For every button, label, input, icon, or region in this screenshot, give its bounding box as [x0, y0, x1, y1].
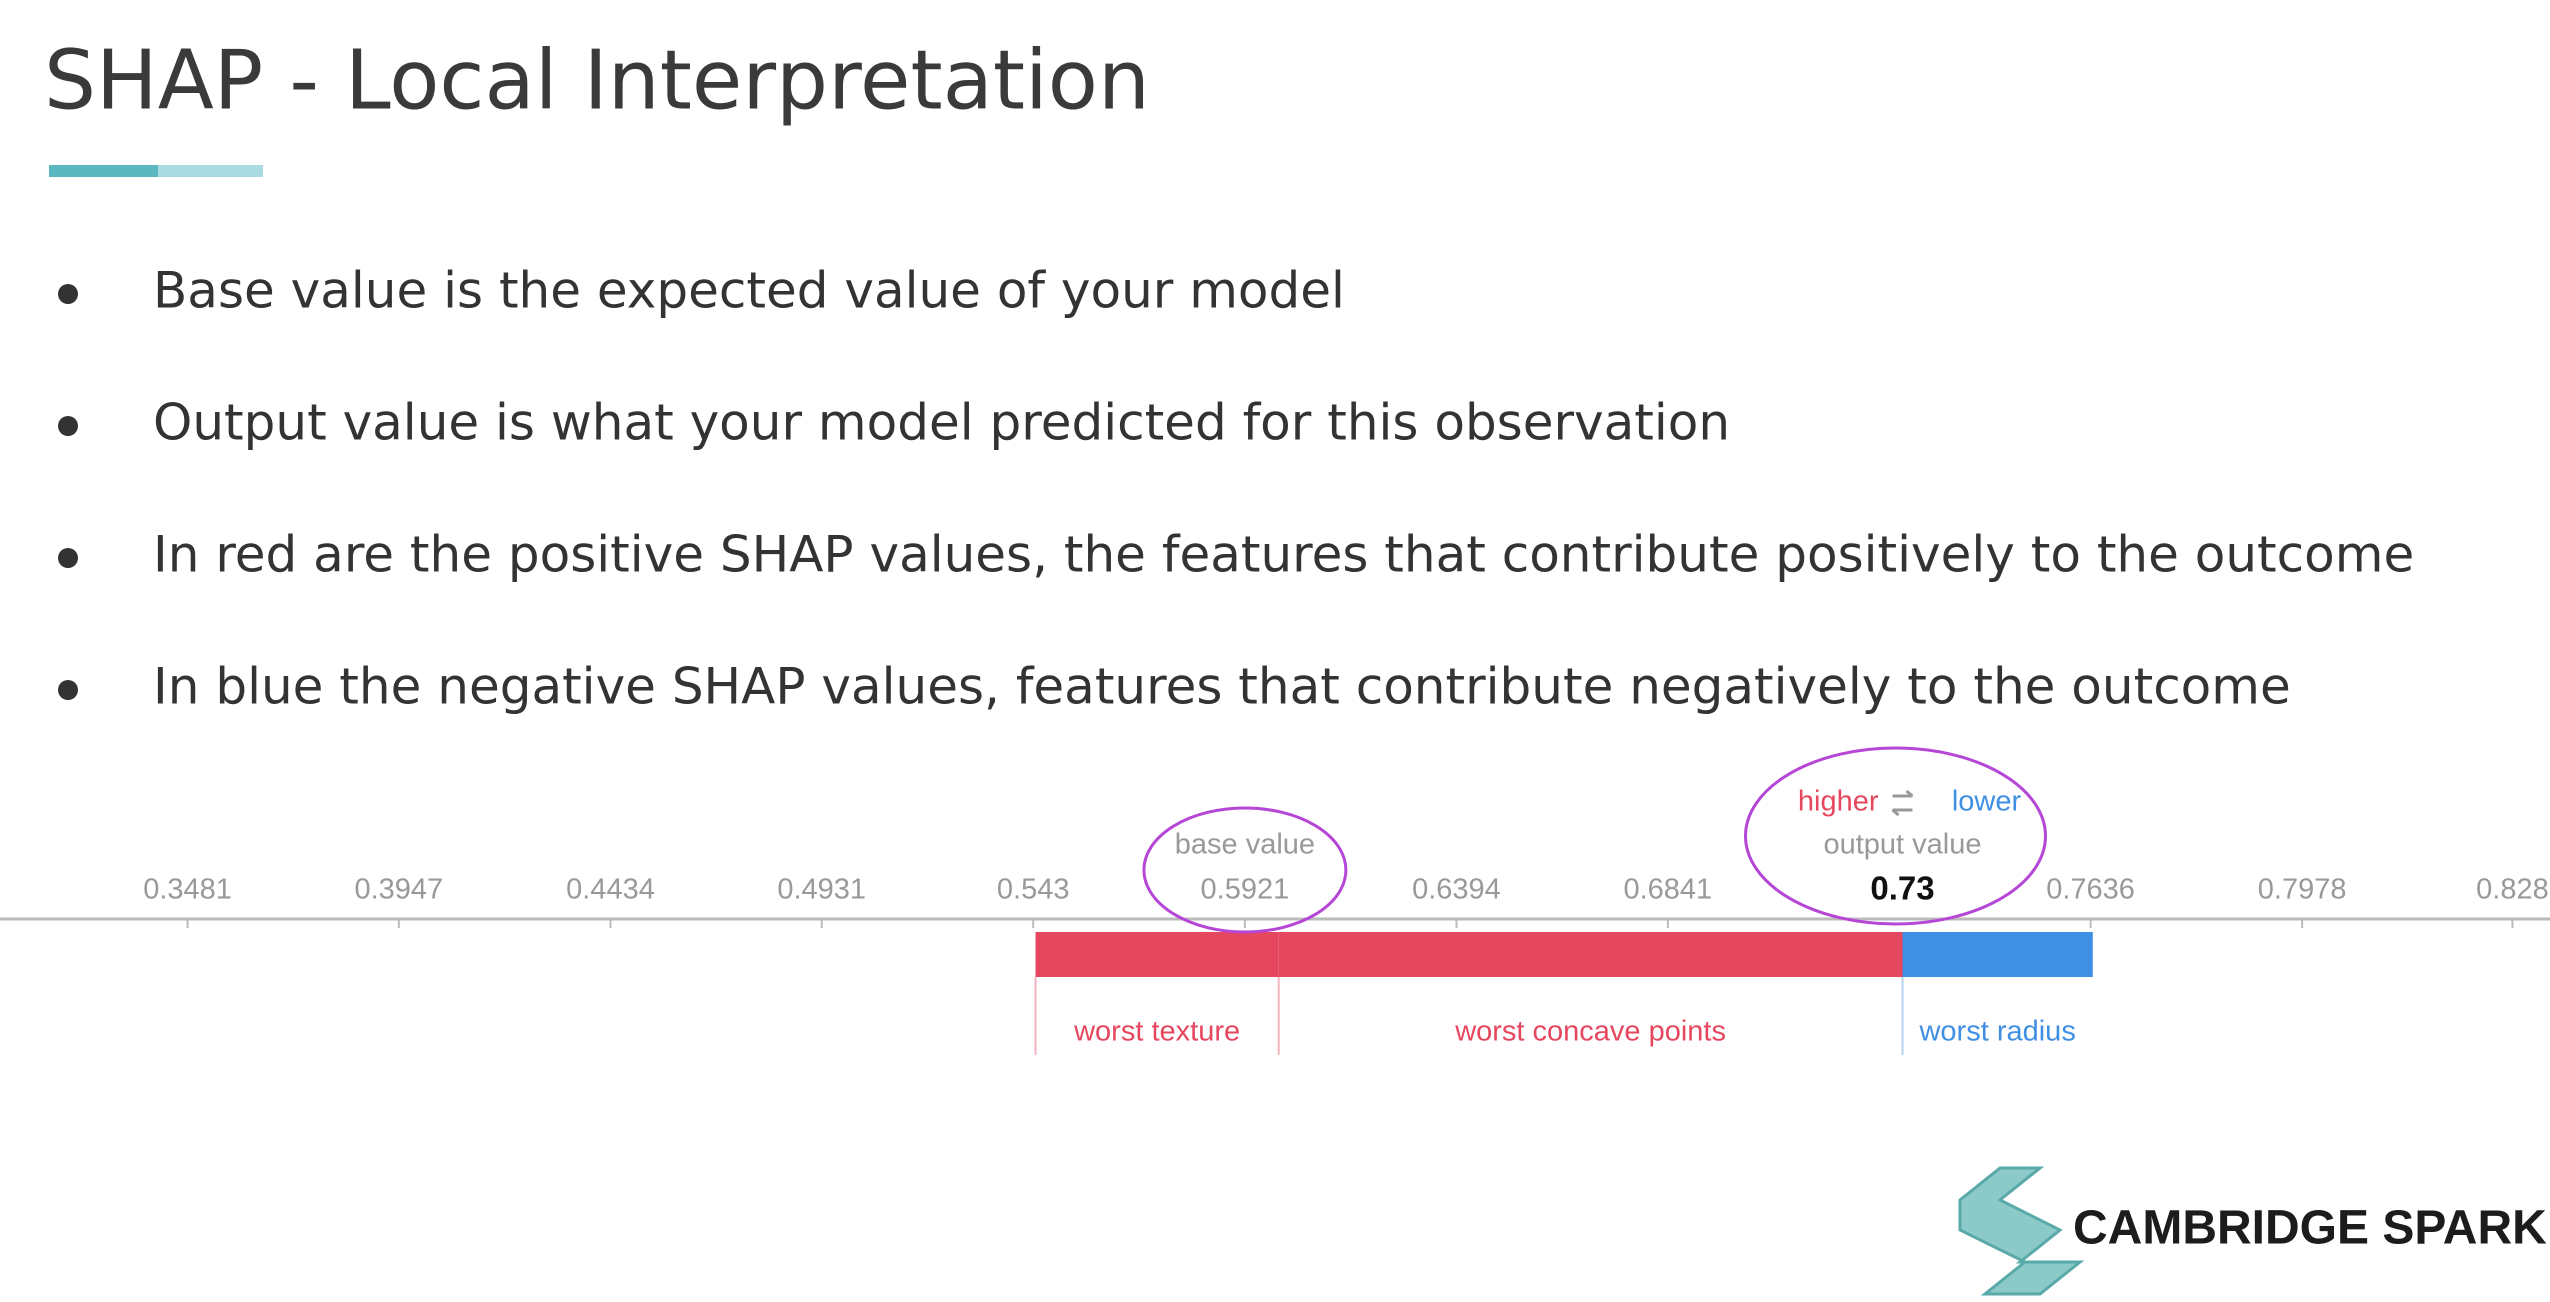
x-tick-label: 0.828	[2476, 874, 2549, 906]
positive-segment	[1035, 932, 1279, 977]
segment-label: worst texture	[1073, 1016, 1240, 1048]
direction-icon	[1891, 789, 1914, 817]
x-tick-label: 0.6394	[1412, 874, 1501, 906]
title-underline	[158, 165, 263, 177]
x-tick-label: 0.7636	[2046, 874, 2135, 906]
highlight-ellipse	[1744, 746, 2048, 926]
title-underline	[49, 165, 158, 177]
logo: CAMBRIDGE SPARK	[1958, 1166, 2547, 1296]
base-value-label: base value	[1175, 829, 1315, 861]
x-tick-label: 0.5921	[1201, 874, 1290, 906]
bullet-dot	[58, 680, 78, 700]
x-tick-label: 0.543	[997, 874, 1070, 906]
lower-label: lower	[1952, 786, 2022, 818]
logo-icon	[1958, 1166, 2085, 1296]
x-tick-label: 0.7978	[2258, 874, 2347, 906]
highlight-ellipse	[1142, 806, 1348, 934]
bullet-dot	[58, 284, 78, 304]
x-tick-label: 0.3481	[143, 874, 232, 906]
bullet-dot	[58, 416, 78, 436]
bullet-text: Base value is the expected value of your…	[153, 262, 1345, 320]
x-tick-label: 0.4931	[777, 874, 866, 906]
force-plot: 0.3481 0.3947 0.4434 0.4931 0.543 0.5921 0.639…	[0, 746, 2550, 1055]
logo-text: CAMBRIDGE SPARK	[2073, 1202, 2547, 1255]
x-tick-label: 0.3947	[354, 874, 443, 906]
bullet-text: Output value is what your model predicte…	[153, 394, 1730, 452]
bullet-text: In red are the positive SHAP values, the…	[153, 526, 2414, 584]
x-tick-label: 0.6841	[1623, 874, 1712, 906]
output-value: 0.73	[1870, 870, 1934, 907]
positive-segment	[1278, 932, 1903, 977]
higher-label: higher	[1798, 786, 1879, 818]
negative-segment	[1902, 932, 2093, 977]
segment-label: worst radius	[1918, 1016, 2075, 1048]
output-value-label: output value	[1823, 829, 1981, 861]
bullet-list: Base value is the expected value of your…	[58, 262, 2414, 716]
segment-label: worst concave points	[1454, 1016, 1726, 1048]
output-value-backdrop	[1860, 872, 1945, 910]
bullet-dot	[58, 548, 78, 568]
slide-title: SHAP - Local Interpretation	[44, 33, 1150, 128]
x-tick-label: 0.4434	[566, 874, 655, 906]
bullet-text: In blue the negative SHAP values, featur…	[153, 658, 2291, 716]
